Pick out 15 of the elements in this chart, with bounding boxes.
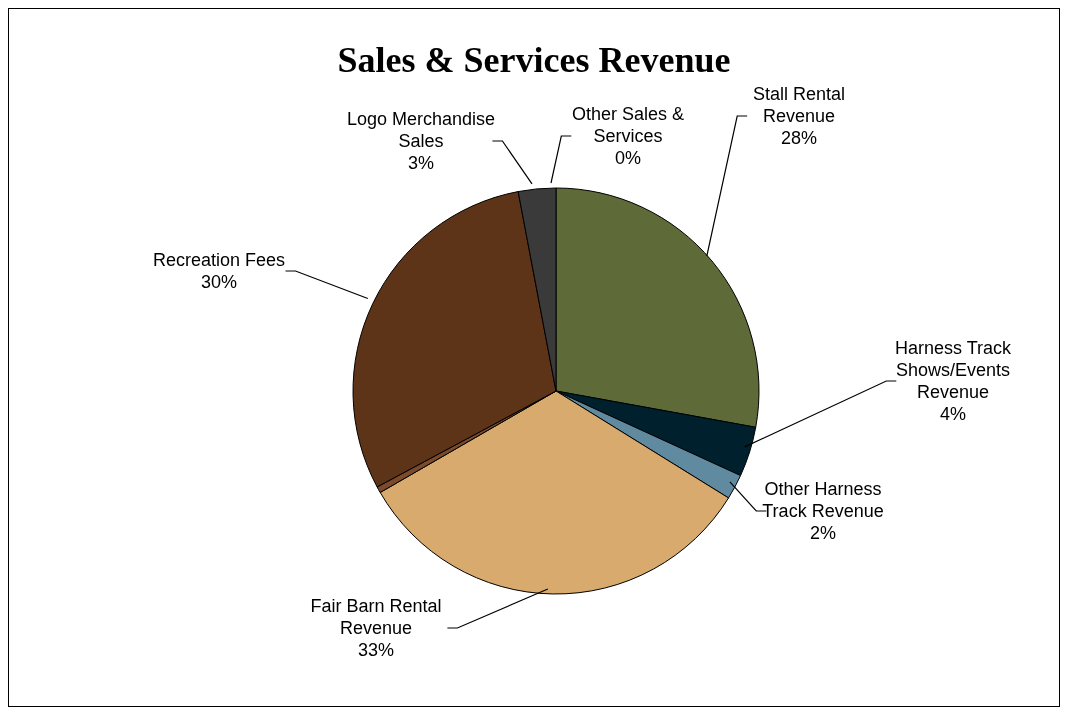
category-label: Other Sales & Services [571,104,685,146]
slice-label: Other Harness Track Revenue [762,479,884,521]
text: 0% [614,148,642,168]
chart-title: Sales & Services Revenue [336,39,732,81]
data-label: 3% [407,153,435,173]
data-label: 4% [939,404,967,424]
data-label: 2% [809,523,837,543]
slice-label: Harness Track Shows/Events Revenue [894,338,1013,402]
data-label: 28% [780,128,818,148]
data-label: 30% [200,272,238,292]
slice-label: Logo Merchandise Sales [346,109,496,151]
slice-label: Stall Rental Revenue [752,84,846,126]
slice-label: Recreation Fees [152,250,286,270]
data-label: 33% [357,640,395,660]
slice-label: Fair Barn Rental Revenue [310,596,442,638]
